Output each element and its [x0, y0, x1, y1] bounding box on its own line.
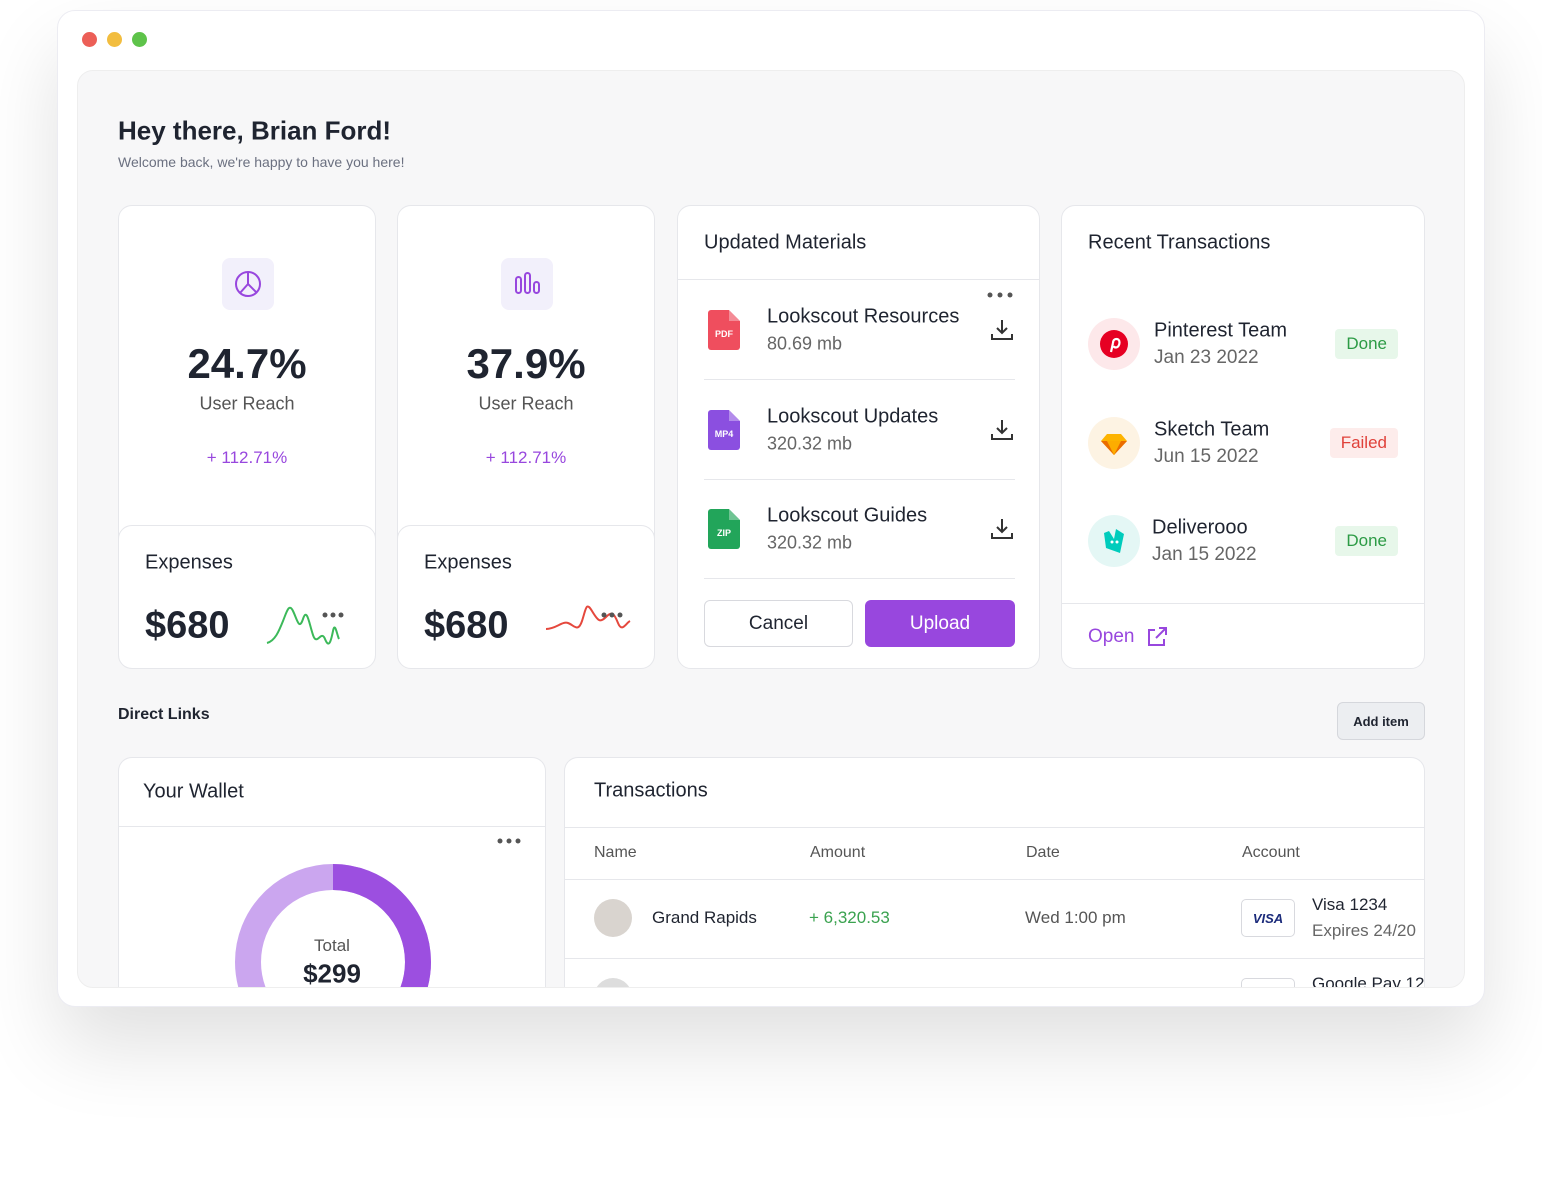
card-brand: VISA — [1241, 899, 1295, 937]
section-title: Direct Links — [118, 706, 210, 723]
divider — [678, 279, 1039, 280]
expenses-panel: Expenses $680 — [119, 525, 375, 668]
company-logo — [1088, 417, 1140, 469]
minimize-dot[interactable] — [107, 32, 122, 47]
add-item-button[interactable]: Add item — [1337, 702, 1425, 740]
stat-label: User Reach — [478, 393, 574, 414]
transaction-date: Jan 15 2022 — [1152, 544, 1257, 565]
download-button[interactable] — [990, 418, 1014, 442]
transaction-date: Jan 23 2022 — [1154, 347, 1259, 368]
column-header: Date — [1026, 844, 1060, 861]
column-header: Name — [594, 844, 637, 861]
file-name: Lookscout Resources — [767, 305, 960, 328]
upload-button[interactable]: Upload — [865, 600, 1015, 647]
avatar — [594, 978, 632, 987]
total-label: Total — [314, 936, 350, 955]
stat-value: 24.7% — [187, 340, 307, 387]
file-icon — [708, 409, 740, 450]
file-size: 320.32 mb — [767, 433, 853, 453]
status-badge: Failed — [1329, 428, 1398, 458]
company-name: Pinterest Team — [1154, 319, 1288, 342]
divider — [1062, 603, 1424, 604]
maximize-dot[interactable] — [132, 32, 147, 47]
sparkline — [266, 606, 344, 645]
company-logo — [1088, 515, 1140, 567]
file-name: Lookscout Guides — [767, 504, 928, 527]
company-name: Deliverooo — [1152, 516, 1248, 539]
more-menu[interactable] — [497, 837, 521, 845]
company-logo — [1088, 318, 1140, 370]
row-expires: Expires 24/20 — [1312, 921, 1416, 940]
download-button[interactable] — [990, 517, 1014, 541]
more-menu[interactable] — [986, 291, 1014, 299]
status-badge: Done — [1335, 329, 1398, 359]
transactions-card: Transactions Name Amount Date Account Grand… — [564, 757, 1425, 988]
column-header: Account — [1242, 844, 1300, 861]
divider — [119, 826, 545, 827]
company-name: Sketch Team — [1154, 418, 1270, 441]
file-icon — [708, 509, 740, 549]
expenses-value: $680 — [145, 604, 230, 647]
divider — [565, 879, 1424, 880]
download-button[interactable] — [990, 318, 1014, 342]
row-amount: + 6,320.53 — [809, 908, 890, 927]
stat-change: + 112.71% — [485, 448, 567, 467]
file-size: 80.69 mb — [767, 333, 843, 354]
row-name: Grand Rapids — [652, 908, 757, 927]
greeting-title: Hey there, Brian Ford! — [118, 115, 392, 146]
stat-icon — [222, 258, 274, 310]
total-value: $299 — [303, 958, 361, 988]
expenses-value: $680 — [424, 604, 509, 647]
file-badge: MP4 — [714, 428, 734, 439]
close-dot[interactable] — [82, 32, 97, 47]
card-title: Recent Transactions — [1088, 231, 1271, 254]
row-date: Wed 1:00 pm — [1025, 908, 1126, 927]
transaction-date: Jun 15 2022 — [1154, 446, 1259, 467]
external-link-icon — [1148, 627, 1167, 646]
open-link[interactable]: Open — [1088, 626, 1135, 647]
expenses-label: Expenses — [424, 551, 512, 574]
expenses-label: Expenses — [145, 551, 233, 574]
materials-card: Updated Materials PDF Lookscout Resource… — [677, 205, 1040, 669]
divider — [704, 379, 1015, 380]
stat-value: 37.9% — [466, 340, 586, 387]
stat-card: 24.7% User Reach + 112.71% Expenses $680 — [118, 205, 376, 669]
row-account: Visa 1234 — [1312, 895, 1388, 914]
wallet-donut — [235, 864, 431, 987]
row-account: Google Pay 12 — [1312, 974, 1425, 988]
card-title: Your Wallet — [143, 780, 244, 803]
recent-transactions-card: Recent Transactions Pinterest Team Jan 2… — [1061, 205, 1425, 669]
wallet-card: Your Wallet Total $299 — [118, 757, 546, 988]
stat-icon — [501, 258, 553, 310]
card-title: Updated Materials — [704, 231, 867, 254]
expenses-panel: Expenses $680 — [398, 525, 654, 668]
sparkline — [545, 605, 631, 630]
file-badge: ZIP — [716, 528, 731, 538]
stat-change: + 112.71% — [206, 448, 288, 467]
divider — [704, 578, 1015, 579]
file-name: Lookscout Updates — [767, 405, 939, 427]
dashboard: Hey there, Brian Ford! Welcome back, we'… — [77, 70, 1465, 988]
cancel-button[interactable]: Cancel — [704, 600, 853, 647]
greeting-subtitle: Welcome back, we're happy to have you he… — [118, 154, 405, 170]
card-title: Transactions — [594, 779, 708, 802]
file-badge: PDF — [715, 329, 733, 339]
divider — [565, 827, 1424, 828]
avatar — [594, 899, 632, 937]
divider — [565, 958, 1424, 959]
stat-label: User Reach — [199, 393, 295, 414]
card-brand — [1241, 978, 1295, 987]
file-icon — [708, 310, 740, 350]
column-header: Amount — [810, 844, 866, 861]
file-size: 320.32 mb — [767, 532, 853, 553]
status-badge: Done — [1335, 526, 1398, 556]
stat-card: 37.9% User Reach + 112.71% Expenses $680 — [397, 205, 655, 669]
divider — [704, 478, 1015, 480]
